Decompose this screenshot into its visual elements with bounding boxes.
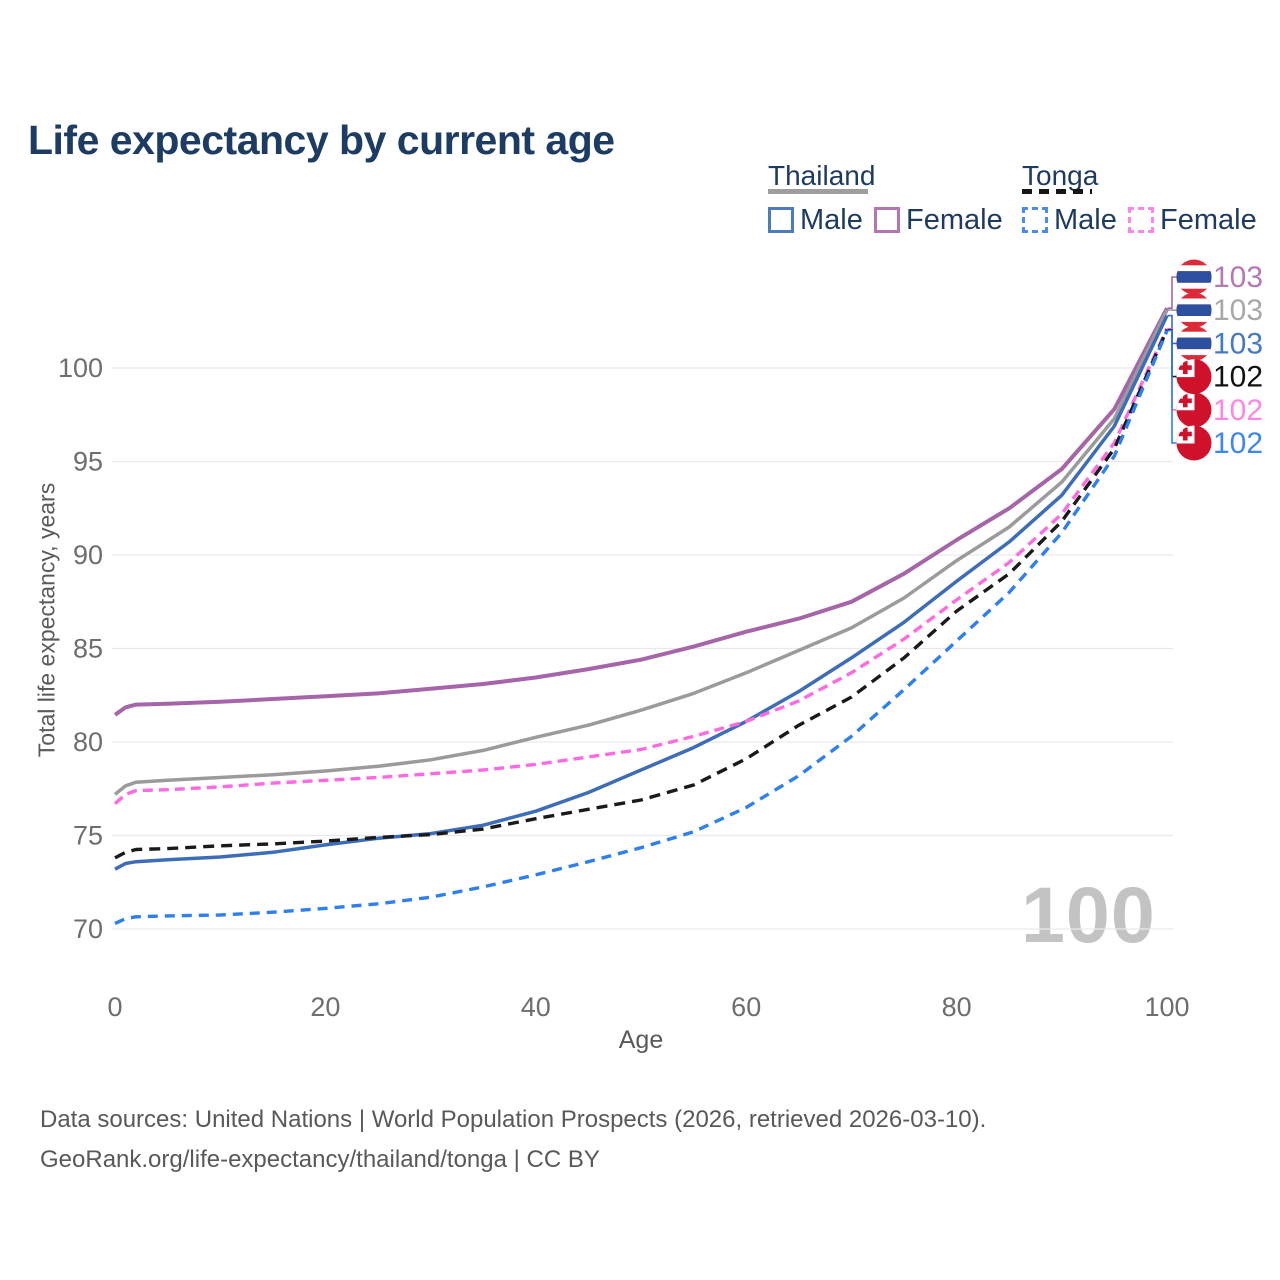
x-tick-label: 40: [521, 992, 551, 1022]
leader-line-thailand-male: [1167, 314, 1177, 345]
y-tick-label: 75: [73, 821, 103, 851]
tonga-flag-icon: [1176, 392, 1212, 428]
leader-line-tonga-male: [1167, 329, 1177, 444]
series-line-thailand-all: [113, 309, 1169, 796]
end-value-label-tonga-all: 102: [1213, 361, 1263, 394]
y-tick-label: 70: [73, 914, 103, 944]
thailand-flag-icon: [1176, 259, 1212, 295]
series-line-tonga-female: [113, 327, 1169, 805]
leader-line-tonga-all: [1167, 328, 1177, 378]
leader-line-tonga-female: [1167, 327, 1177, 411]
legend-thailand-female-checkbox[interactable]: [874, 207, 900, 233]
legend-thailand-male-label[interactable]: Male: [800, 204, 863, 236]
tonga-flag-icon: [1176, 359, 1212, 395]
end-value-label-thailand-female: 103: [1213, 261, 1263, 294]
page-title: Life expectancy by current age: [28, 117, 615, 164]
y-tick-label: 85: [73, 634, 103, 664]
end-value-label-thailand-male: 103: [1213, 327, 1263, 360]
legend-tonga-male-checkbox[interactable]: [1022, 207, 1048, 233]
legend-tonga-female-checkbox[interactable]: [1128, 207, 1154, 233]
end-value-label-tonga-male: 102: [1213, 427, 1263, 460]
series-line-thailand-male: [114, 314, 1169, 871]
x-tick-label: 60: [731, 992, 761, 1022]
y-tick-label: 80: [73, 727, 103, 757]
legend-tonga-title[interactable]: Tonga: [1022, 160, 1099, 191]
data-source-text: Data sources: United Nations | World Pop…: [40, 1106, 987, 1133]
thailand-flag-icon: [1176, 292, 1212, 328]
legend-tonga-female-label[interactable]: Female: [1160, 204, 1257, 236]
legend-thailand-male-checkbox[interactable]: [768, 207, 794, 233]
thailand-flag-icon: [1176, 325, 1212, 361]
tonga-flag-icon: [1176, 425, 1212, 461]
legend-tonga-male-label[interactable]: Male: [1054, 204, 1117, 236]
leader-line-thailand-female: [1167, 276, 1177, 309]
x-tick-label: 20: [310, 992, 340, 1022]
y-tick-label: 95: [73, 447, 103, 477]
series-line-tonga-male: [114, 329, 1169, 925]
legend-thailand-title[interactable]: Thailand: [768, 160, 876, 191]
series-line-thailand-female: [113, 307, 1169, 717]
x-tick-label: 0: [107, 992, 122, 1022]
y-tick-label: 90: [73, 540, 103, 570]
x-tick-label: 100: [1144, 992, 1189, 1022]
end-value-label-tonga-female: 102: [1213, 394, 1263, 427]
x-axis-title: Age: [618, 1026, 664, 1054]
age-watermark: 100: [1021, 870, 1156, 959]
end-value-label-thailand-all: 103: [1213, 294, 1263, 327]
series-line-tonga-all: [114, 329, 1169, 860]
tonga-line-swatch: [1022, 189, 1092, 194]
thailand-line-swatch: [768, 189, 868, 194]
attribution-text: GeoRank.org/life-expectancy/thailand/ton…: [40, 1146, 600, 1173]
y-tick-label: 100: [58, 353, 103, 383]
y-axis-title: Total life expectancy, years: [33, 482, 60, 758]
x-tick-label: 80: [942, 992, 972, 1022]
legend-thailand-female-label[interactable]: Female: [906, 204, 1003, 236]
